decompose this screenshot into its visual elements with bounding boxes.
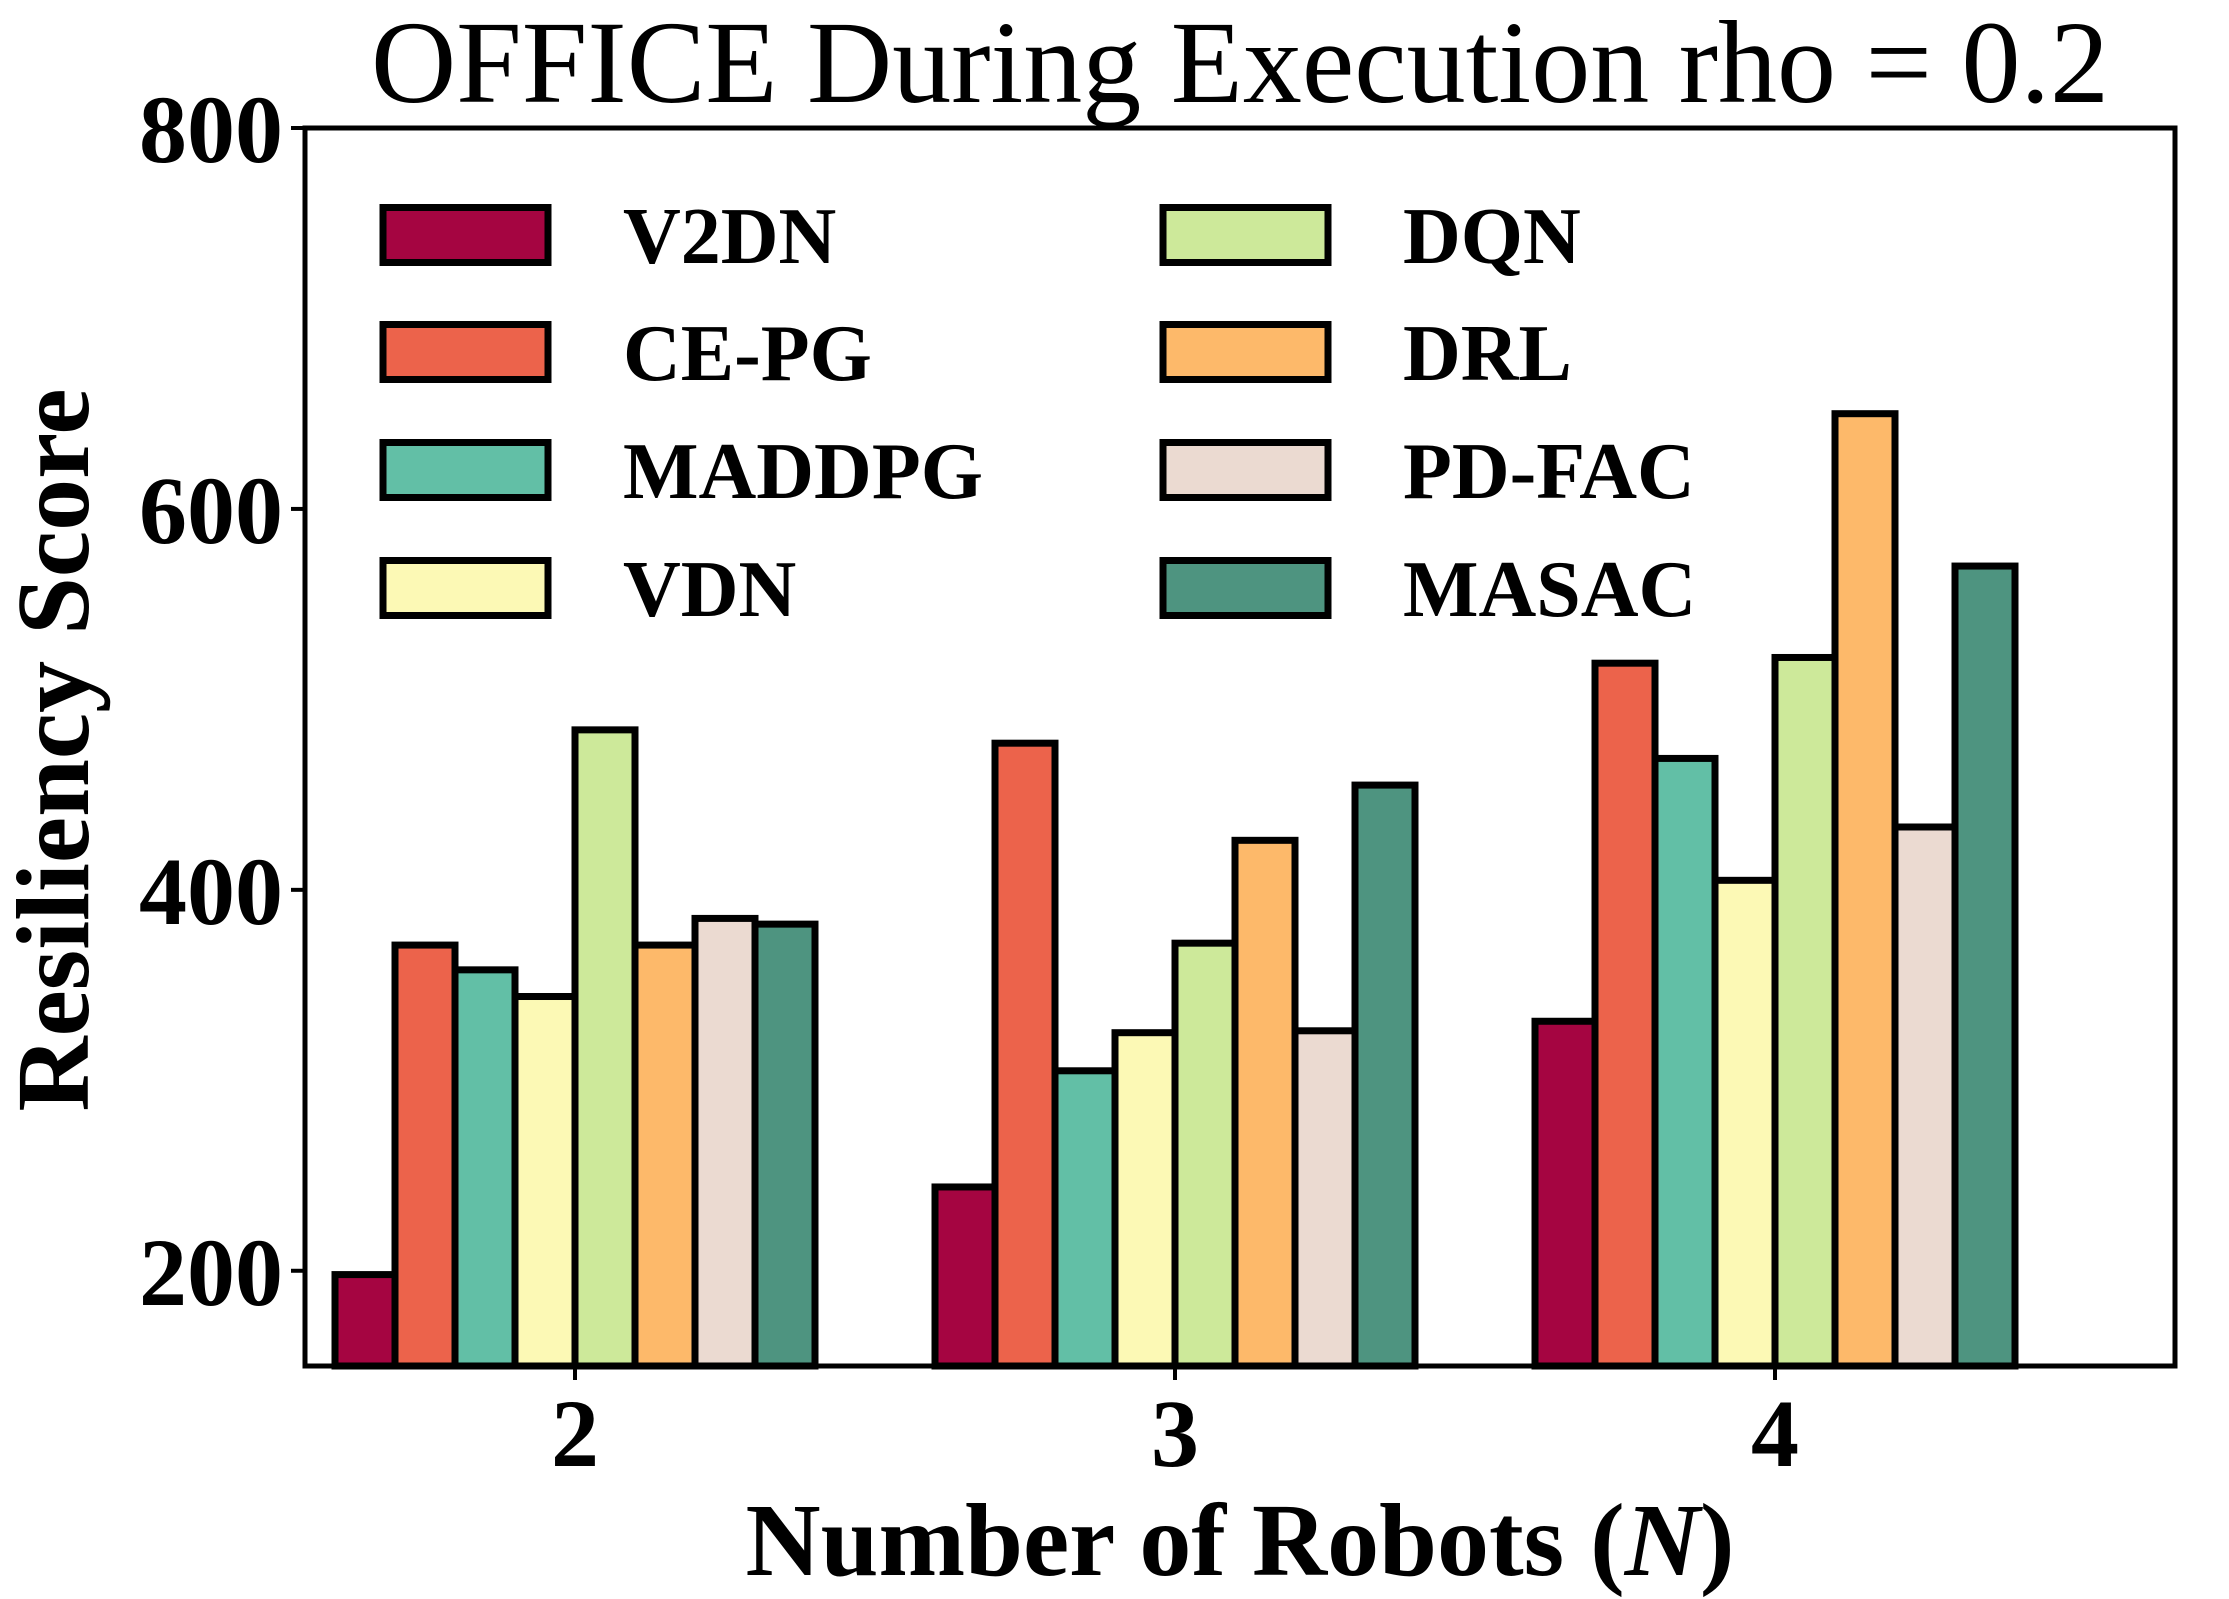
bar-maddpg-n3 [1051,1067,1119,1370]
bar-dqn-n4 [1771,653,1839,1370]
legend-label-drl: DRL [1403,310,1572,398]
legend-label-maddpg: MADDPG [623,428,983,516]
bar-masac-n3 [1351,781,1419,1370]
legend-swatch-drl [1159,321,1332,383]
x-axis-label-suffix: ) [1700,1483,1735,1598]
bar-v2dn-n4 [1531,1017,1599,1370]
x-axis: 2 3 4 [551,1366,1799,1487]
bar-vdn-n2 [511,993,579,1370]
bar-v2dn-n2 [331,1271,399,1370]
bar-ce-pg-n2 [391,941,459,1370]
bar-vdn-n3 [1111,1029,1179,1370]
bar-drl-n4 [1831,410,1899,1370]
bar-drl-n3 [1231,836,1299,1370]
y-tick-label-400: 400 [139,838,283,945]
y-tick-label-800: 800 [139,76,283,183]
bar-pd-fac-n3 [1291,1027,1359,1370]
y-tick-label-200: 200 [139,1219,283,1326]
bar-pd-fac-n4 [1891,823,1959,1370]
bar-dqn-n3 [1171,939,1239,1370]
legend-swatch-v2dn [379,204,552,266]
x-tick-label-2: 2 [551,1380,599,1487]
x-tick-label-3: 3 [1151,1380,1199,1487]
y-axis: 200 400 600 800 [139,76,305,1326]
x-axis-label-prefix: Number of Robots ( [746,1483,1625,1598]
y-tick-label-600: 600 [139,457,283,564]
x-tick-label-4: 4 [1751,1380,1799,1487]
legend-swatch-pd-fac [1159,439,1332,501]
bar-vdn-n4 [1711,876,1779,1370]
bar-drl-n2 [631,941,699,1370]
x-axis-label: Number of Robots (N) [746,1483,1735,1598]
bar-masac-n4 [1951,562,2019,1370]
plot-frame [302,125,2178,1369]
legend-swatch-dqn [1159,204,1332,266]
legend-label-dqn: DQN [1403,193,1581,281]
bar-masac-n2 [751,920,819,1370]
legend-swatch-masac [1159,557,1332,619]
chart-title: OFFICE During Execution rho = 0.2 [371,0,2109,128]
legend-label-masac: MASAC [1403,546,1696,634]
y-axis-label: Resiliency Score [0,388,111,1111]
bar-pd-fac-n2 [691,914,759,1370]
bar-maddpg-n4 [1651,754,1719,1370]
bars-layer [331,410,2019,1370]
bar-v2dn-n3 [931,1183,999,1370]
bar-dqn-n2 [571,726,639,1370]
bar-maddpg-n2 [451,966,519,1370]
legend-swatch-vdn [379,557,552,619]
legend-label-vdn: VDN [623,546,796,634]
legend-label-ce-pg: CE-PG [623,310,872,398]
legend-swatch-ce-pg [379,321,552,383]
legend: V2DN CE-PG MADDPG VDN DQN DRL PD-FAC MASAC [379,193,1696,634]
legend-swatch-maddpg [379,439,552,501]
x-axis-label-variable: N [1624,1483,1704,1598]
bar-ce-pg-n3 [991,739,1059,1370]
bar-ce-pg-n4 [1591,659,1659,1370]
legend-label-pd-fac: PD-FAC [1403,428,1695,516]
legend-label-v2dn: V2DN [623,193,836,281]
